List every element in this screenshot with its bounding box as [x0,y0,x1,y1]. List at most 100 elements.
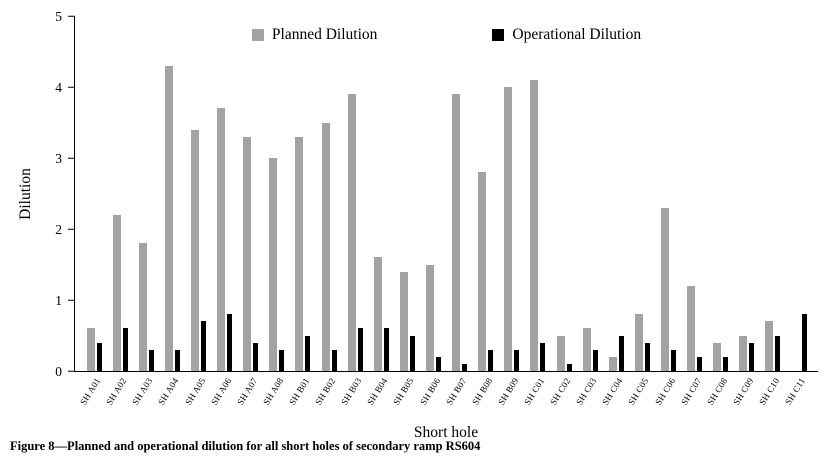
bar-group: SH C02 [548,16,577,407]
y-tick-label: 2 [55,221,62,237]
bar-group: SH C06 [653,16,681,407]
planned-bar [243,136,252,371]
operational-bar [357,328,363,371]
bar-group: SH B08 [470,16,499,407]
planned-bar [739,335,748,371]
x-tick-label: SH B06 [417,376,442,407]
legend: Planned Dilution Operational Dilution [75,26,818,44]
planned-bar [530,79,539,371]
bar-group: SH B02 [313,16,342,407]
x-tick-label: SH A04 [156,376,181,407]
bar-group: SH C08 [705,16,734,407]
x-tick-label: SH B01 [287,376,312,407]
bar-group: SH C05 [626,16,655,407]
x-tick-label: SH A01 [78,376,103,407]
operational-bar [749,342,755,371]
bar-group: SH B09 [496,16,525,407]
planned-bar [373,257,382,371]
bar-group: SH C10 [757,16,786,407]
planned-bar [399,271,408,371]
x-tick-label: SH A05 [182,376,207,407]
x-tick-label: SH B09 [495,376,521,407]
y-tick: 4 [55,80,75,94]
operational-bar [435,356,441,371]
y-tick-label: 1 [55,292,62,308]
bar-group: SH A08 [261,16,290,407]
bar-group: SH A04 [157,16,185,407]
y-tick-mark [68,15,75,17]
planned-bar [86,328,95,371]
planned-bar [164,65,173,371]
bar-group: SH C11 [783,16,812,406]
x-tick-label: SH C05 [626,376,651,407]
operational-bar [148,349,154,371]
operational-bar [801,314,807,371]
bar-group: SH B03 [339,16,368,407]
x-tick-label: SH B03 [339,376,364,407]
x-tick-label: SH B07 [443,376,469,407]
bar-group: SH B05 [391,16,420,407]
operational-bar [618,335,624,371]
x-tick-label: SH C02 [548,376,573,407]
planned-bar [425,264,434,371]
legend-item-operational: Operational Dilution [492,26,641,44]
x-tick-label: SH C10 [757,376,782,407]
planned-bar [478,172,487,371]
bar-group: SH A02 [104,16,133,407]
operational-bar [775,335,781,371]
y-tick-mark [68,157,75,159]
planned-bar [608,356,617,371]
y-tick: 3 [55,151,75,165]
bar-group: SH A03 [130,16,159,407]
planned-bar [138,243,147,371]
bar-group: SH B04 [365,16,394,407]
operational-bar [566,363,572,371]
planned-bar [452,94,461,371]
operational-bar [592,349,598,371]
figure-caption: Figure 8—Planned and operational dilutio… [10,439,481,453]
operational-bar [96,342,102,371]
planned-bar [765,321,774,371]
x-tick-label: SH C03 [574,376,599,407]
x-tick-label: SH B04 [365,376,390,407]
bar-group: SH A05 [183,16,211,407]
x-tick-label: SH A06 [208,376,234,407]
x-tick-label: SH C09 [730,376,756,407]
planned-bar [634,314,643,371]
y-tick-label: 5 [55,8,62,24]
bar-group: SH C03 [574,16,603,407]
operational-bar [122,328,128,371]
bar-group: SH A07 [235,16,264,407]
planned-bar [687,285,696,371]
bar-group: SH A06 [209,16,238,407]
y-tick-mark [68,86,75,88]
x-tick-label: SH C04 [600,376,625,407]
operational-bar [723,356,729,371]
operational-bar [279,349,285,371]
operational-bar [670,349,676,371]
operational-bar [409,335,415,371]
y-tick-label: 0 [55,363,62,379]
y-tick: 5 [55,9,75,23]
planned-bar [582,328,591,371]
x-tick-label: SH B02 [313,376,338,407]
operational-bar [540,342,546,371]
x-tick-label: SH C07 [678,376,704,407]
legend-item-planned: Planned Dilution [251,26,378,44]
x-tick-label: SH C06 [652,376,677,407]
operational-bar [227,314,233,371]
y-tick-label: 3 [55,150,62,166]
planned-bar [190,129,199,371]
operational-bar [174,349,180,371]
bar-group: SH B06 [418,16,446,407]
operational-bar [383,328,389,371]
operational-bar [644,342,650,371]
x-tick-label: SH A02 [104,376,129,407]
planned-bar [556,335,565,371]
bar-group: SH A01 [78,16,107,407]
y-tick-label: 4 [55,79,62,95]
y-axis-title: Dilution [17,168,34,220]
y-tick-mark [68,299,75,301]
legend-label-planned: Planned Dilution [271,26,378,43]
y-tick: 0 [55,364,75,378]
